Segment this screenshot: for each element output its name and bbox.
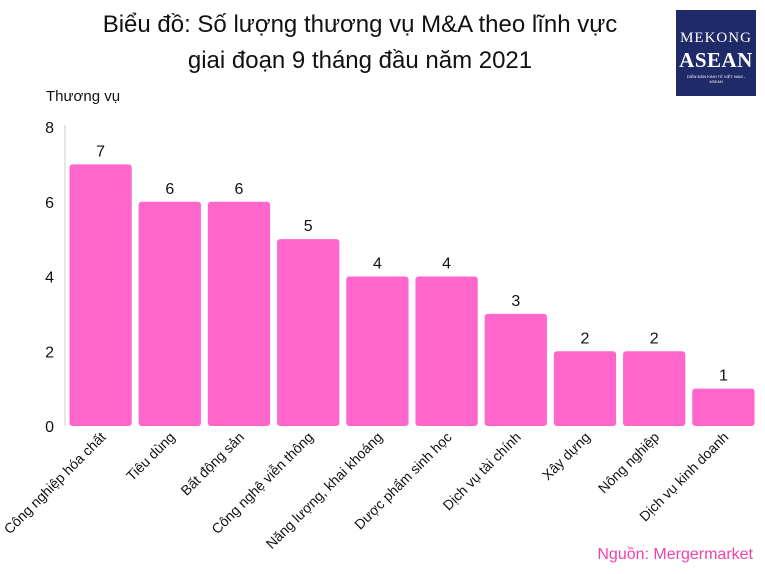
bar [484, 313, 547, 426]
y-tick-label: 0 [45, 419, 54, 436]
y-tick-label: 4 [45, 270, 54, 287]
bar [692, 388, 755, 426]
logo-line-2: ASEAN [679, 48, 753, 72]
bar-value-label: 4 [442, 256, 451, 273]
x-tick-label: Tiêu dùng [123, 429, 178, 484]
bar-value-label: 2 [650, 330, 659, 347]
logo-line-3: DIỄN ĐÀN KINH TẾ VIỆT NAM - ASEAN [686, 74, 746, 84]
bar-value-label: 2 [581, 330, 590, 347]
y-tick-label: 2 [45, 344, 54, 361]
bar [553, 351, 617, 426]
bar-value-label: 1 [719, 368, 728, 385]
bar [415, 276, 478, 426]
bar-value-label: 6 [235, 181, 244, 198]
mekong-asean-logo: MEKONG ASEAN DIỄN ĐÀN KINH TẾ VIỆT NAM -… [676, 10, 756, 96]
y-axis-label: Thương vụ [46, 88, 121, 105]
source-note: Nguồn: Mergermarket [597, 546, 753, 563]
x-tick-label: Xây dựng [539, 429, 593, 483]
x-tick-label: Nông nghiệp [595, 429, 663, 497]
bar [623, 351, 686, 426]
bar [69, 164, 132, 426]
bar [346, 276, 409, 426]
chart-title-line-2: giai đoạn 9 tháng đầu năm 2021 [187, 47, 533, 74]
bar-value-label: 7 [96, 143, 105, 160]
logo-line-1: MEKONG [680, 30, 752, 46]
bar [277, 239, 340, 426]
x-tick-label: Năng lượng, khai khoáng [263, 429, 386, 552]
bar-value-label: 4 [373, 256, 382, 273]
x-tick-label: Bất động sản [177, 429, 247, 499]
chart-title-line-1: Biểu đồ: Số lượng thương vụ M&A theo lĩn… [102, 11, 618, 38]
bar-value-label: 6 [165, 181, 174, 198]
bar [207, 201, 271, 426]
y-tick-label: 6 [45, 195, 54, 212]
y-tick-label: 8 [45, 120, 54, 137]
bar-value-label: 3 [511, 293, 520, 310]
bar [138, 201, 201, 426]
x-tick-label: Công nghiệp hóa chất [1, 429, 109, 537]
bar-value-label: 5 [304, 218, 313, 235]
